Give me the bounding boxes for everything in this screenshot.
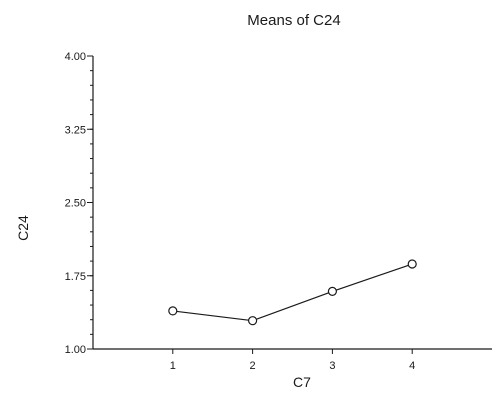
y-tick-label: 2.50 [65,198,86,210]
x-axis-ticks: 1 2 3 4 [170,349,415,372]
data-point [248,316,258,326]
axes [92,56,492,350]
series-line [172,263,413,322]
data-point [407,259,417,269]
chart-title: Means of C24 [247,12,340,29]
x-tick-label: 3 [329,360,335,372]
data-point [168,306,178,316]
x-tick-label: 4 [409,360,415,372]
x-tick-label: 2 [250,360,256,372]
y-axis-label: C24 [15,215,31,241]
x-tick-label: 1 [170,360,176,372]
y-tick-label: 1.75 [65,271,86,283]
x-axis-label: C7 [293,374,311,390]
data-point [327,286,337,296]
y-tick-label: 1.00 [65,344,86,356]
y-tick-label: 4.00 [65,51,86,63]
series-group [168,259,417,326]
y-axis-ticks: 1.00 1.75 2.50 3.25 4.00 [65,51,93,356]
y-tick-label: 3.25 [65,124,86,136]
